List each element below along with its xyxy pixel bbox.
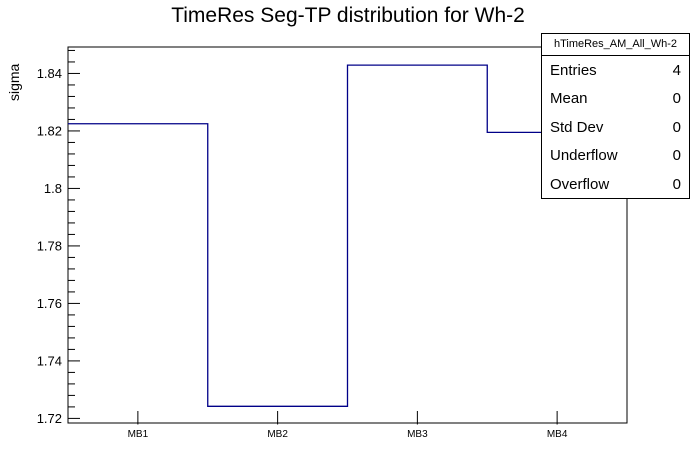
y-tick-label: 1.72 (37, 411, 62, 426)
stats-box-title: hTimeRes_AM_All_Wh-2 (542, 34, 689, 56)
stats-box: hTimeRes_AM_All_Wh-2 Entries 4 Mean 0 St… (541, 33, 690, 199)
y-tick-label: 1.84 (37, 66, 62, 81)
x-tick-label: MB2 (267, 429, 288, 440)
y-tick-label: 1.82 (37, 123, 62, 138)
stats-row-overflow: Overflow 0 (542, 170, 689, 199)
histogram-step-line (68, 64, 627, 407)
stats-row-entries: Entries 4 (542, 56, 689, 85)
stats-label: Mean (550, 90, 588, 108)
stats-value: 0 (672, 90, 681, 108)
stats-value: 4 (672, 61, 681, 79)
y-tick-label: 1.78 (37, 238, 62, 253)
y-tick-label: 1.76 (37, 296, 62, 311)
stats-label: Underflow (550, 147, 618, 165)
x-tick-label: MB1 (128, 429, 149, 440)
stats-label: Std Dev (550, 118, 604, 136)
stats-value: 0 (672, 175, 681, 193)
stats-row-underflow: Underflow 0 (542, 142, 689, 171)
y-tick-label: 1.74 (37, 353, 62, 368)
stats-row-stddev: Std Dev 0 (542, 113, 689, 142)
stats-value: 0 (672, 147, 681, 165)
x-tick-label: MB4 (547, 429, 568, 440)
y-axis-title: sigma (6, 63, 22, 101)
y-tick-label: 1.8 (44, 181, 62, 196)
plot-frame (67, 46, 628, 424)
stats-label: Overflow (550, 175, 610, 193)
stats-row-mean: Mean 0 (542, 85, 689, 114)
stats-label: Entries (550, 61, 597, 79)
chart-title: TimeRes Seg-TP distribution for Wh-2 (171, 4, 525, 27)
stats-value: 0 (672, 118, 681, 136)
stats-box-rows: Entries 4 Mean 0 Std Dev 0 Underflow 0 O… (542, 56, 689, 199)
x-tick-label: MB3 (407, 429, 428, 440)
